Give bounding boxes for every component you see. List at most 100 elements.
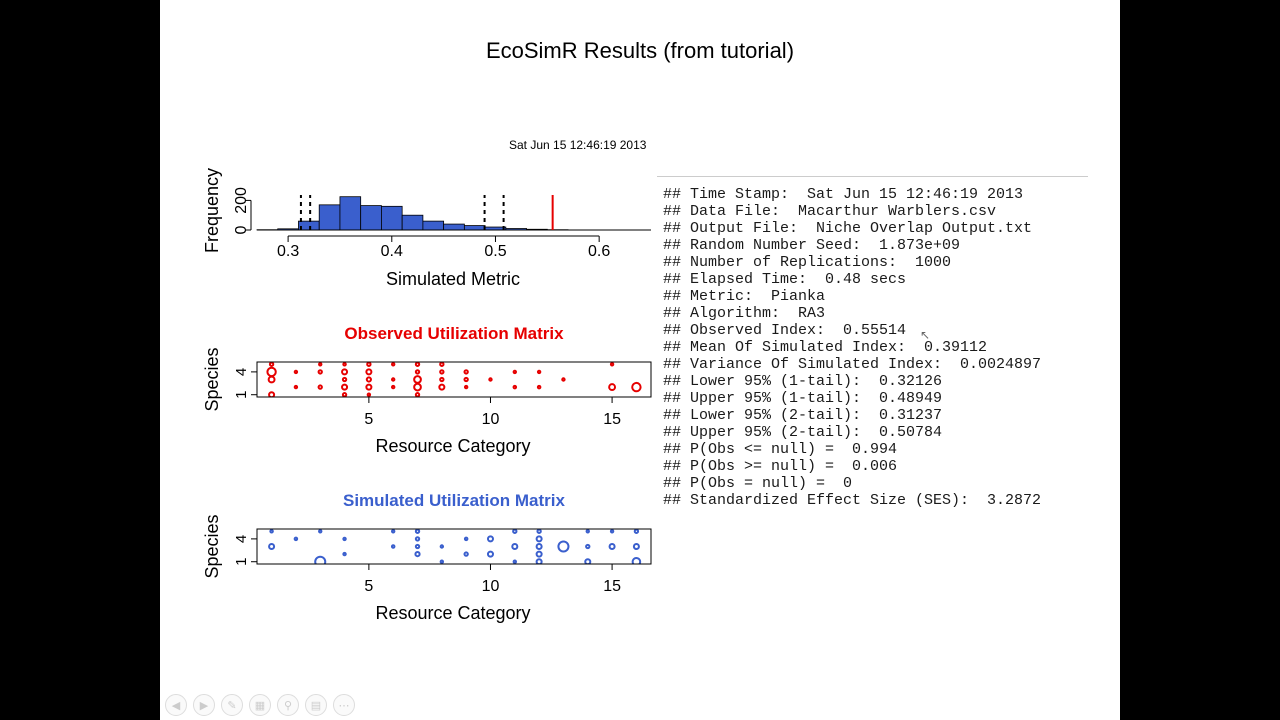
bubble-point <box>342 536 347 542</box>
bubble-point <box>365 376 372 383</box>
x-tick-label: 0.6 <box>588 243 610 260</box>
slide-title: EcoSimR Results (from tutorial) <box>485 38 795 63</box>
x-tick-label: 10 <box>482 411 500 428</box>
matrix-title: Observed Utilization Matrix <box>344 324 564 343</box>
histogram-bar <box>443 223 465 231</box>
bubble-point <box>463 551 469 557</box>
bubble-point <box>463 384 469 390</box>
x-axis-label: Resource Category <box>375 603 530 623</box>
console-line: ## Number of Replications: 1000 <box>663 254 952 271</box>
bubble-point <box>511 542 519 551</box>
console-line: ## Algorithm: RA3 <box>663 305 826 322</box>
x-axis-label: Simulated Metric <box>386 269 520 289</box>
console-line: ## Upper 95% (2-tail): 0.50784 <box>663 424 943 441</box>
bubble-point <box>293 384 299 390</box>
previous-icon[interactable]: ◀ <box>165 694 187 716</box>
bubble-point <box>463 369 469 375</box>
bubble-point <box>584 558 592 564</box>
bubble-point <box>365 383 373 391</box>
y-tick-label: 0 <box>233 225 250 234</box>
x-tick-label: 10 <box>482 578 500 595</box>
plot-frame <box>256 361 652 398</box>
bubble-group <box>268 529 642 564</box>
bubble-point <box>631 381 642 393</box>
more-icon[interactable]: ⋯ <box>333 694 355 716</box>
bubble-point <box>512 529 518 534</box>
bubble-point <box>439 544 445 549</box>
x-tick-label: 0.3 <box>277 243 299 260</box>
slides-icon[interactable]: ▦ <box>249 694 271 716</box>
bubble-point <box>341 383 349 391</box>
bubble-point <box>439 376 445 383</box>
bubble-point <box>536 369 542 375</box>
histogram-bar <box>381 205 403 231</box>
bubble-point <box>438 383 446 391</box>
bubble-point <box>535 535 543 543</box>
bubble-point <box>609 529 615 534</box>
bubble-point <box>512 559 518 564</box>
y-tick-label: 1 <box>233 558 250 566</box>
slideshow-controls: ◀ ▶ ✎ ▦ ⚲ ▤ ⋯ <box>165 694 355 716</box>
bubble-point <box>341 368 349 376</box>
pen-icon[interactable]: ✎ <box>221 694 243 716</box>
console-line: ## Time Stamp: Sat Jun 15 12:46:19 2013 <box>663 186 1024 203</box>
console-line: ## Variance Of Simulated Index: 0.002489… <box>663 356 1042 373</box>
x-tick-label: 15 <box>603 411 621 428</box>
r-console-output: ## Time Stamp: Sat Jun 15 12:46:19 2013 #… <box>657 176 1088 509</box>
bubble-point <box>439 369 445 375</box>
bubble-point <box>318 529 323 534</box>
x-tick-label: 0.4 <box>381 243 403 260</box>
bubble-point <box>390 362 396 367</box>
bubble-point <box>342 551 347 557</box>
bubble-point <box>317 384 323 390</box>
bubble-point <box>414 362 421 367</box>
bubble-point <box>557 540 570 553</box>
x-tick-label: 15 <box>603 578 621 595</box>
bubble-point <box>366 392 372 397</box>
next-icon[interactable]: ▶ <box>193 694 215 716</box>
console-line: ## P(Obs >= null) = 0.006 <box>663 458 898 475</box>
console-line: ## Lower 95% (1-tail): 0.32126 <box>663 373 943 390</box>
bubble-point <box>314 555 327 564</box>
bubble-point <box>414 529 421 534</box>
console-line: ## Output File: Niche Overlap Output.txt <box>663 220 1033 237</box>
console-line: ## Upper 95% (1-tail): 0.48949 <box>663 390 943 407</box>
y-tick-label: 1 <box>233 391 250 399</box>
bubble-point <box>341 376 348 383</box>
ecosim-plots: 0.3 0.4 0.5 0.6 0 200 Simulated Metric Frequenc… <box>202 168 652 623</box>
bubble-point <box>267 375 276 384</box>
mouse-cursor-icon: ↖ <box>920 328 931 342</box>
bubble-point <box>488 377 493 382</box>
y-axis-label: Frequency <box>202 168 222 253</box>
bubble-point <box>535 558 543 564</box>
zoom-icon[interactable]: ⚲ <box>277 694 299 716</box>
bubble-point <box>413 382 422 392</box>
console-line: ## Data File: Macarthur Warblers.csv <box>663 203 997 220</box>
histogram-bar <box>360 205 382 231</box>
bubble-point <box>585 529 590 534</box>
x-tick-label: 5 <box>364 578 373 595</box>
bubble-point <box>561 377 566 382</box>
bubble-point <box>341 392 348 397</box>
x-tick-label: 0.5 <box>484 243 506 260</box>
bubble-point <box>414 392 421 397</box>
console-line: ## Standardized Effect Size (SES): 3.287… <box>663 492 1042 509</box>
y-tick-label: 4 <box>233 368 250 376</box>
bubble-point <box>268 362 275 367</box>
bubble-point <box>366 362 372 367</box>
bubble-point <box>512 369 518 375</box>
bubble-point <box>413 375 422 384</box>
y-axis-label: Species <box>202 514 222 578</box>
bubble-point <box>317 369 323 375</box>
y-axis-label: Species <box>202 347 222 411</box>
subtitles-icon[interactable]: ▤ <box>305 694 327 716</box>
bubble-point <box>439 559 445 564</box>
bubble-point <box>342 362 347 367</box>
x-axis-label: Resource Category <box>375 436 530 456</box>
bubble-point <box>608 383 617 392</box>
bubble-point <box>268 391 276 397</box>
bubble-point <box>631 556 642 564</box>
console-line: ## Metric: Pianka <box>663 288 826 305</box>
bubble-point <box>486 535 494 543</box>
bubble-point <box>536 529 542 534</box>
